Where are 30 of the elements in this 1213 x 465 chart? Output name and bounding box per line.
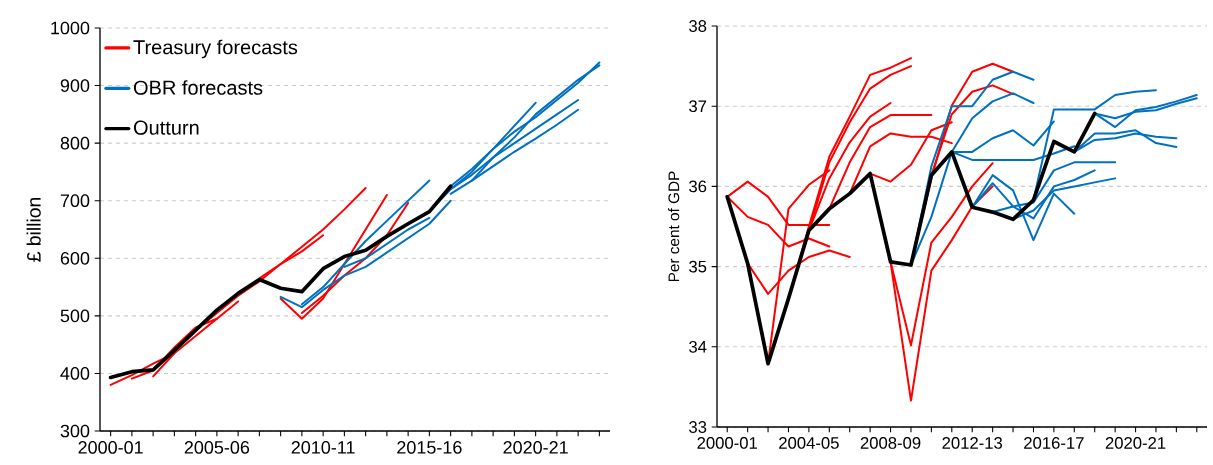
y-tick-label: 35	[689, 260, 707, 273]
y-tick-label: 600	[60, 251, 90, 265]
y-tick-label: 37	[689, 100, 707, 113]
legend-label: OBR forecasts	[133, 80, 263, 95]
y-tick-label: 400	[60, 367, 90, 380]
x-tick-label: 2010-11	[291, 441, 355, 454]
y-tick-label: 700	[60, 194, 90, 208]
y-tick-label: 36	[689, 180, 707, 193]
y-axis-title: Per cent of GDP	[668, 171, 680, 282]
y-tick-label: 800	[60, 136, 90, 150]
x-tick-label: 2005-06	[184, 441, 250, 454]
y-tick-label: 1000	[51, 21, 90, 35]
legend-label: Treasury forecasts	[133, 39, 298, 59]
x-tick-label: 2000-01	[78, 441, 143, 454]
y-tick-label: 34	[689, 340, 707, 353]
x-tick-label: 2008-09	[860, 437, 921, 449]
y-tick-label: 38	[689, 20, 707, 32]
x-tick-label: 2020-21	[1105, 437, 1166, 449]
y-tick-label: 500	[60, 309, 90, 323]
x-tick-label: 2012-13	[942, 437, 1003, 449]
x-tick-label: 2004-05	[779, 437, 839, 449]
x-tick-label: 2015-16	[397, 441, 462, 454]
y-axis-title: £ billion	[26, 198, 41, 262]
x-tick-label: 2000-01	[697, 437, 757, 449]
y-tick-label: 900	[60, 79, 90, 92]
y-tick-label: 300	[60, 424, 90, 438]
y-tick-label: 33	[689, 421, 707, 433]
legend-label: Outturn	[133, 120, 199, 135]
x-tick-label: 2016-17	[1024, 437, 1084, 449]
x-tick-label: 2020-21	[503, 441, 568, 454]
